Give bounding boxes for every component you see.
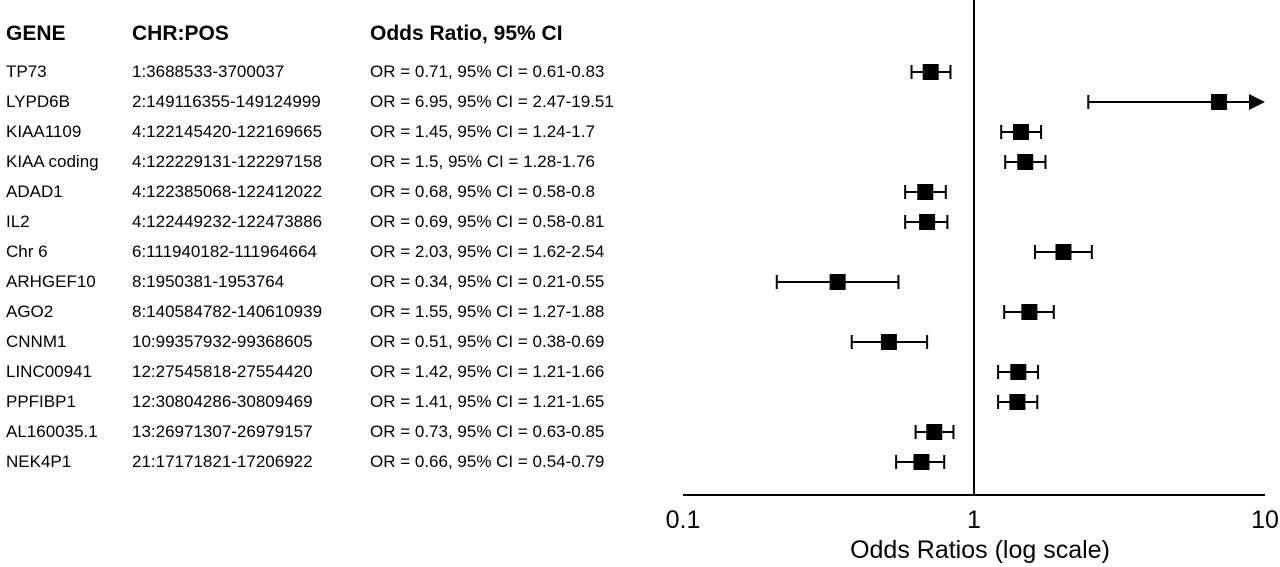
chr-pos: 1:3688533-3700037 (132, 62, 285, 81)
gene-name: NEK4P1 (6, 452, 72, 471)
table-row: PPFIBP1 12:30804286-30809469 OR = 1.41, 95… (0, 387, 660, 417)
table-row: IL2 4:122449232-122473886 OR = 0.69, 95% C… (0, 207, 660, 237)
gene-name: CNNM1 (6, 332, 67, 351)
gene-name: Chr 6 (6, 242, 48, 261)
odds-ratio-text: OR = 1.55, 95% CI = 1.27-1.88 (370, 302, 605, 321)
table-row: CNNM1 10:99357932-99368605 OR = 0.51, 95% … (0, 327, 660, 357)
odds-ratio-marker (880, 334, 897, 350)
ci-group (914, 424, 955, 440)
odds-ratio-marker (1012, 124, 1029, 140)
header-gene: GENE (6, 22, 66, 45)
odds-ratio-marker (913, 454, 930, 470)
gene-name: IL2 (6, 212, 30, 231)
chr-pos: 12:30804286-30809469 (132, 392, 313, 411)
table-row: ARHGEF10 8:1950381-1953764 OR = 0.34, 95% … (0, 267, 660, 297)
table-row: AGO2 8:140584782-140610939 OR = 1.55, 95% … (0, 297, 660, 327)
header-odds-ratio: Odds Ratio, 95% CI (370, 22, 563, 45)
ci-group (1000, 124, 1043, 140)
chr-pos: 4:122145420-122169665 (132, 122, 323, 141)
ci-group (775, 274, 900, 290)
table-row: KIAA1109 4:122145420-122169665 OR = 1.45, … (0, 117, 660, 147)
gene-name: KIAA coding (6, 152, 99, 171)
odds-ratio-marker (1009, 394, 1026, 410)
gene-name: ARHGEF10 (6, 272, 96, 291)
odds-ratio-marker (919, 214, 936, 230)
ci-arrow (1249, 94, 1265, 110)
ci-group (895, 454, 946, 470)
odds-ratio-marker (1211, 94, 1228, 110)
odds-ratio-text: OR = 1.5, 95% CI = 1.28-1.76 (370, 152, 595, 171)
ci-group (1004, 154, 1047, 170)
odds-ratio-marker (1017, 154, 1034, 170)
odds-ratio-text: OR = 0.71, 95% CI = 0.61-0.83 (370, 62, 605, 81)
odds-ratio-marker (926, 424, 943, 440)
chr-pos: 2:149116355-149124999 (132, 92, 321, 111)
odds-ratio-marker (917, 184, 934, 200)
ci-group (997, 394, 1039, 410)
gene-name: LYPD6B (6, 92, 70, 111)
odds-ratio-text: OR = 1.42, 95% CI = 1.21-1.66 (370, 362, 605, 381)
gene-name: AL160035.1 (6, 422, 98, 441)
gene-name: KIAA1109 (6, 122, 82, 141)
odds-ratio-text: OR = 2.03, 95% CI = 1.62-2.54 (370, 242, 605, 261)
plot-marks (775, 64, 1265, 470)
chr-pos: 13:26971307-26979157 (132, 422, 313, 441)
chr-pos: 4:122449232-122473886 (132, 212, 323, 231)
table-row: LYPD6B 2:149116355-149124999 OR = 6.95, 95… (0, 87, 660, 117)
odds-ratio-marker (1021, 304, 1038, 320)
ci-group (1003, 304, 1055, 320)
header-chr-pos: CHR:POS (132, 22, 229, 45)
x-axis-ticks: 0.1 1 10 (666, 506, 1279, 534)
ci-group (910, 64, 952, 80)
odds-ratio-text: OR = 0.69, 95% CI = 0.58-0.81 (370, 212, 605, 231)
odds-ratio-text: OR = 0.51, 95% CI = 0.38-0.69 (370, 332, 605, 351)
ci-group (850, 334, 929, 350)
chr-pos: 8:140584782-140610939 (132, 302, 323, 321)
chr-pos: 21:17171821-17206922 (132, 452, 313, 471)
odds-ratio-marker (1010, 364, 1027, 380)
table-row: NEK4P1 21:17171821-17206922 OR = 0.66, 95%… (0, 447, 660, 477)
odds-ratio-marker (1055, 244, 1072, 260)
gene-name: AGO2 (6, 302, 54, 321)
x-axis-label: Odds Ratios (log scale) (850, 536, 1110, 564)
chr-pos: 10:99357932-99368605 (132, 332, 313, 351)
x-tick-label: 10 (1251, 506, 1279, 534)
odds-ratio-text: OR = 1.41, 95% CI = 1.21-1.65 (370, 392, 605, 411)
table-row: LINC00941 12:27545818-27554420 OR = 1.42, … (0, 357, 660, 387)
table-row: TP73 1:3688533-3700037 OR = 0.71, 95% CI =… (0, 57, 660, 87)
chr-pos: 6:111940182-111964664 (132, 242, 317, 261)
table-row: ADAD1 4:122385068-122412022 OR = 0.68, 95%… (0, 177, 660, 207)
gene-name: PPFIBP1 (6, 392, 76, 411)
gene-name: TP73 (6, 62, 47, 81)
odds-ratio-text: OR = 0.68, 95% CI = 0.58-0.8 (370, 182, 595, 201)
chr-pos: 4:122229131-122297158 (132, 152, 323, 171)
ci-group (1033, 244, 1093, 260)
chr-pos: 8:1950381-1953764 (132, 272, 285, 291)
gene-name: LINC00941 (6, 362, 93, 381)
odds-ratio-marker (829, 274, 846, 290)
chr-pos: 4:122385068-122412022 (132, 182, 323, 201)
table-row: Chr 6 6:111940182-111964664 OR = 2.03, 95%… (0, 237, 660, 267)
odds-ratio-text: OR = 0.66, 95% CI = 0.54-0.79 (370, 452, 605, 471)
gene-name: ADAD1 (6, 182, 63, 201)
ci-group (1087, 94, 1265, 110)
odds-ratio-text: OR = 6.95, 95% CI = 2.47-19.51 (370, 92, 614, 111)
table-row: AL160035.1 13:26971307-26979157 OR = 0.73,… (0, 417, 660, 447)
ci-group (904, 214, 949, 230)
chr-pos: 12:27545818-27554420 (132, 362, 313, 381)
ci-group (904, 184, 947, 200)
table-row: KIAA coding 4:122229131-122297158 OR = 1.5… (0, 147, 660, 177)
odds-ratio-text: OR = 0.34, 95% CI = 0.21-0.55 (370, 272, 605, 291)
x-tick-label: 1 (967, 506, 981, 534)
odds-ratio-text: OR = 1.45, 95% CI = 1.24-1.7 (370, 122, 595, 141)
x-tick-label: 0.1 (666, 506, 701, 534)
odds-ratio-marker (922, 64, 939, 80)
ci-group (997, 364, 1040, 380)
odds-ratio-text: OR = 0.73, 95% CI = 0.63-0.85 (370, 422, 605, 441)
